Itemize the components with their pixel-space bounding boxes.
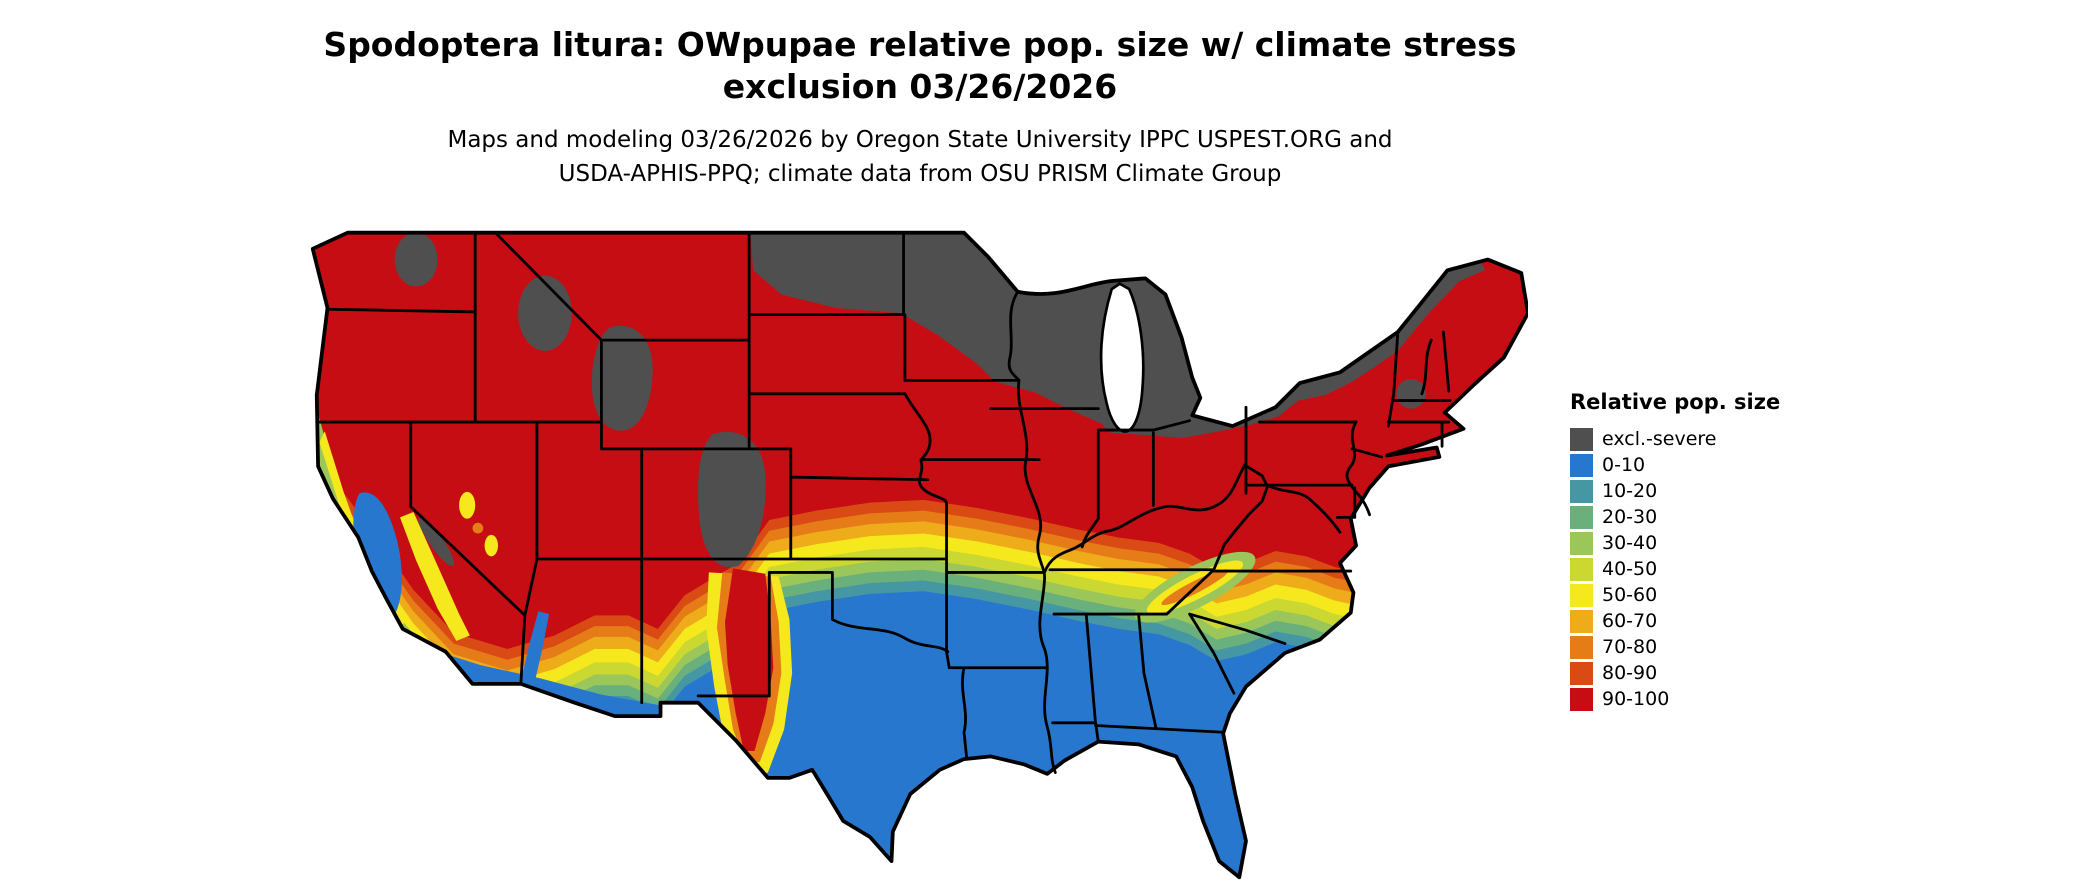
- legend-item: 20-30: [1570, 504, 1830, 530]
- legend-item: 60-70: [1570, 608, 1830, 634]
- title-line-1: Spodoptera litura: OWpupae relative pop.…: [323, 25, 1517, 64]
- legend-swatch: [1570, 687, 1593, 711]
- sierra-west-yellow-strip: [400, 512, 470, 641]
- legend-item-label: 10-20: [1602, 479, 1658, 502]
- legend-item: 80-90: [1570, 660, 1830, 686]
- legend-item-label: 50-60: [1602, 583, 1658, 606]
- map-container: [306, 230, 1528, 888]
- legend-items: excl.-severe 0-10 10-20 20-30 30-40 40-50 50-6…: [1570, 426, 1830, 712]
- legend-item: 50-60: [1570, 582, 1830, 608]
- legend-item-label: excl.-severe: [1602, 427, 1717, 450]
- nevada-yellow-patch-1: [459, 491, 476, 519]
- legend-item: 40-50: [1570, 556, 1830, 582]
- figure-header: Spodoptera litura: OWpupae relative pop.…: [0, 24, 1840, 191]
- legend-item-label: 20-30: [1602, 505, 1658, 528]
- subtitle-line-1: Maps and modeling 03/26/2026 by Oregon S…: [447, 127, 1393, 154]
- legend-item-label: 70-80: [1602, 635, 1658, 658]
- legend-swatch: [1570, 635, 1593, 659]
- legend-item-label: 80-90: [1602, 661, 1658, 684]
- gray-region-north-cascades: [394, 232, 438, 287]
- legend-item: 10-20: [1570, 478, 1830, 504]
- legend-item-label: 0-10: [1602, 453, 1646, 476]
- legend: Relative pop. size excl.-severe 0-10 10-20…: [1570, 390, 1830, 712]
- state-borders: [315, 231, 1452, 774]
- legend-swatch: [1570, 453, 1593, 477]
- legend-item-label: 60-70: [1602, 609, 1658, 632]
- legend-swatch: [1570, 427, 1593, 451]
- legend-swatch: [1570, 609, 1593, 633]
- legend-item-label: 30-40: [1602, 531, 1658, 554]
- legend-item: excl.-severe: [1570, 426, 1830, 452]
- gray-region-sierra-crest: [418, 517, 455, 567]
- us-outline: [310, 230, 1528, 880]
- legend-swatch: [1570, 661, 1593, 685]
- colorado-river-valley-blue: [520, 611, 550, 684]
- legend-swatch: [1570, 531, 1593, 555]
- legend-item: 30-40: [1570, 530, 1830, 556]
- southwest-desert-blue: [429, 648, 661, 717]
- figure-subtitle: Maps and modeling 03/26/2026 by Oregon S…: [0, 124, 1840, 191]
- legend-item: 70-80: [1570, 634, 1830, 660]
- nevada-yellow-patch-2: [484, 534, 499, 557]
- subtitle-line-2: USDA-APHIS-PPQ; climate data from OSU PR…: [558, 160, 1282, 187]
- title-line-2: exclusion 03/26/2026: [722, 67, 1118, 107]
- legend-item: 90-100: [1570, 686, 1830, 712]
- legend-item: 0-10: [1570, 452, 1830, 478]
- legend-title: Relative pop. size: [1570, 390, 1781, 414]
- gray-region-idaho-rockies: [518, 275, 572, 351]
- legend-swatch: [1570, 505, 1593, 529]
- legend-swatch: [1570, 583, 1593, 607]
- gray-region-yellowstone: [591, 325, 653, 431]
- legend-swatch: [1570, 557, 1593, 581]
- legend-item-label: 90-100: [1602, 687, 1670, 710]
- legend-item-label: 40-50: [1602, 557, 1658, 580]
- gray-region-colorado-rockies: [697, 431, 766, 568]
- figure-title: Spodoptera litura: OWpupae relative pop.…: [0, 24, 1840, 108]
- tongue-red-core: [724, 568, 774, 752]
- us-choropleth-map: [310, 230, 1528, 880]
- california-coast-yellow-strip: [319, 431, 406, 631]
- nevada-orange-patch: [472, 522, 484, 534]
- legend-swatch: [1570, 479, 1593, 503]
